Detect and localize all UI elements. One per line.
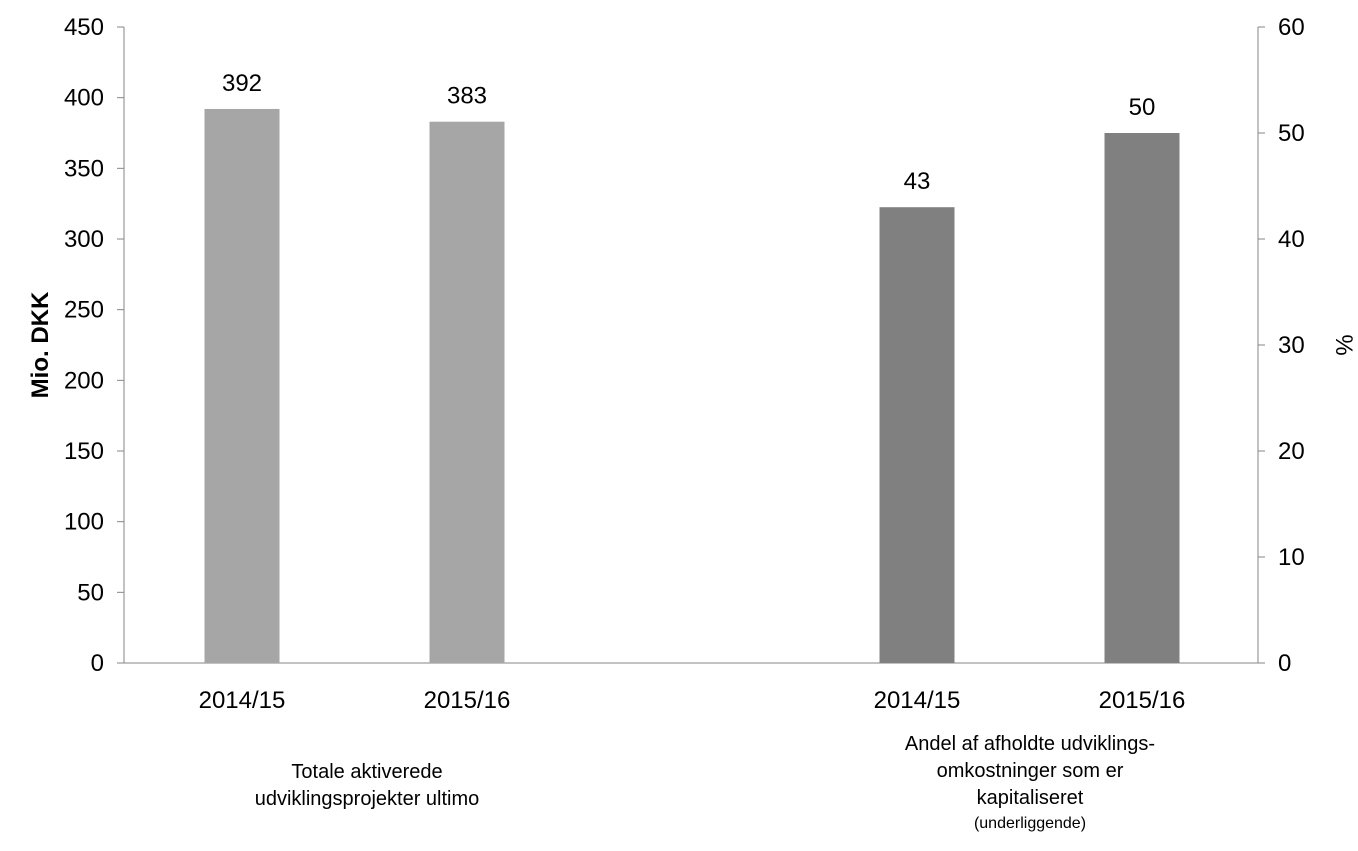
bar-value-label: 383: [447, 83, 487, 110]
right-axis-tick-label: 10: [1278, 544, 1305, 571]
x-category-label: 2015/16: [424, 687, 511, 714]
bar: [429, 121, 505, 663]
left-axis-tick-label: 350: [64, 155, 104, 182]
left-axis-tick-label: 450: [64, 14, 104, 41]
bar: [204, 108, 280, 664]
right-axis-tick-label: 50: [1278, 120, 1305, 147]
left-axis-tick-label: 150: [64, 438, 104, 465]
right-axis-tick-label: 0: [1278, 650, 1291, 677]
x-category-label: 2014/15: [199, 687, 286, 714]
left-axis-tick-label: 100: [64, 509, 104, 536]
group-label-line: Andel af afholdte udviklings-: [905, 733, 1155, 755]
group-sublabel: (underliggende): [974, 815, 1086, 832]
left-axis-tick-label: 50: [77, 579, 104, 606]
group-label-line: kapitaliseret: [977, 787, 1084, 809]
left-axis-tick-label: 200: [64, 367, 104, 394]
right-axis-tick-label: 20: [1278, 438, 1305, 465]
left-axis-tick-label: 0: [91, 650, 104, 677]
group-label-line: Totale aktiverede: [291, 761, 442, 783]
x-category-label: 2015/16: [1099, 687, 1186, 714]
group-label-line: udviklingsprojekter ultimo: [255, 788, 480, 810]
left-axis-title: Mio. DKK: [27, 291, 54, 398]
left-axis-tick-label: 300: [64, 226, 104, 253]
left-axis-tick-label: 400: [64, 85, 104, 112]
bar-value-label: 50: [1129, 94, 1156, 121]
bar: [1104, 133, 1180, 663]
right-axis-tick-label: 60: [1278, 14, 1305, 41]
right-axis-tick-label: 40: [1278, 226, 1305, 253]
x-category-label: 2014/15: [874, 687, 961, 714]
right-axis-title: %: [1330, 334, 1357, 355]
bar-value-label: 43: [904, 168, 931, 195]
bar-value-label: 392: [222, 70, 262, 97]
group-label-line: omkostninger som er: [937, 760, 1124, 782]
left-axis-tick-label: 250: [64, 297, 104, 324]
bar: [879, 207, 955, 663]
right-axis-tick-label: 30: [1278, 332, 1305, 359]
